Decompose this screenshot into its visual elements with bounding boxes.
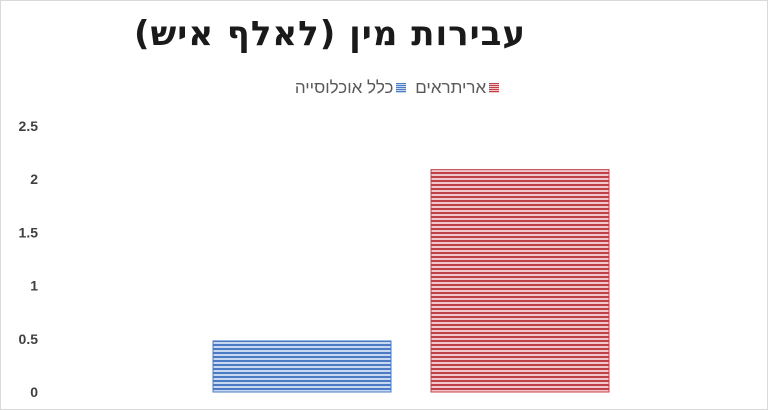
y-axis: 0 0.5 1 1.5 2 2.5 <box>19 118 39 400</box>
chart-legend: אריתראים כלל אוכלוסייה <box>0 78 768 98</box>
legend-item-general-population: כלל אוכלוסייה <box>295 78 407 98</box>
legend-swatch-general-population <box>396 83 407 93</box>
y-tick-label: 1.5 <box>19 224 39 240</box>
y-tick-label: 0 <box>30 384 38 400</box>
y-tick-label: 2 <box>30 171 38 187</box>
bar-eritreans <box>430 169 610 393</box>
y-tick-label: 2.5 <box>19 118 39 134</box>
y-tick-label: 1 <box>30 278 38 294</box>
chart-title: עבירות מין (לאלף איש) <box>133 14 526 54</box>
bar-general-population <box>212 340 392 393</box>
legend-label-general-population: כלל אוכלוסייה <box>294 78 394 97</box>
legend-label-eritreans: אריתראים <box>415 78 487 97</box>
legend-item-eritreans: אריתראים <box>415 78 500 98</box>
bars <box>212 169 610 393</box>
y-tick-label: 0.5 <box>19 331 39 347</box>
legend-swatch-eritreans <box>489 83 500 93</box>
